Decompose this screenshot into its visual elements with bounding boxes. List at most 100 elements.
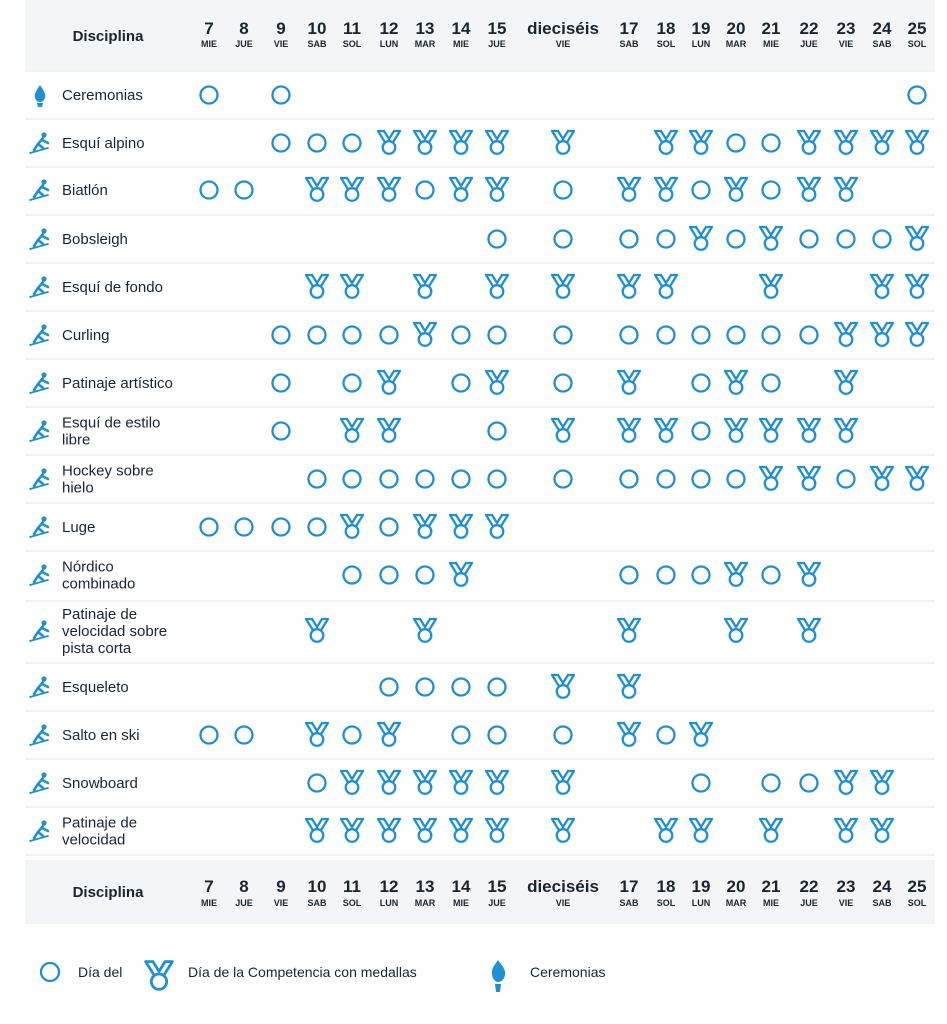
day-weekday: SAB [307, 39, 327, 49]
day-number: 18 [657, 877, 676, 896]
day-number: 8 [239, 877, 248, 896]
competition-day-marker [342, 469, 362, 489]
competition-day-marker [656, 469, 676, 489]
day-number: 19 [692, 19, 711, 38]
discipline-name: Esquí de estilo [62, 415, 160, 432]
medal-day-marker [448, 513, 474, 539]
medal-day-marker [412, 321, 438, 347]
day-column-header: 15 JUE [488, 877, 507, 908]
medal-day-marker [869, 817, 895, 843]
day-number: 22 [800, 877, 819, 896]
medal-day-marker [904, 129, 930, 155]
competition-day-marker [761, 373, 781, 393]
day-weekday: SAB [872, 39, 892, 49]
competition-day-marker [342, 373, 362, 393]
medal-day-marker [653, 176, 679, 202]
day-weekday: VIE [556, 898, 571, 908]
day-weekday: SOL [343, 898, 362, 908]
day-weekday: MIE [763, 898, 779, 908]
competition-day-marker [726, 469, 746, 489]
competition-day-marker [761, 180, 781, 200]
medal-day-marker [616, 721, 642, 747]
medal-day-marker [869, 465, 895, 491]
day-weekday: VIE [274, 39, 289, 49]
medal-day-marker [758, 465, 784, 491]
day-weekday: JUE [235, 898, 253, 908]
header-discipline-label: Disciplina [73, 28, 145, 45]
medal-day-marker [869, 129, 895, 155]
competition-day-marker [691, 180, 711, 200]
medal-day-marker [304, 176, 330, 202]
day-number: 14 [452, 877, 471, 896]
competition-day-marker [656, 565, 676, 585]
medal-day-marker [833, 129, 859, 155]
discipline-name: Salto en ski [62, 727, 140, 744]
medal-day-marker [653, 129, 679, 155]
footer-day-columns: 7 MIE 8 JUE 9 VIE 10 SAB 11 SOL 12 LUN 13 MAR 14 MIE 15 J… [201, 877, 927, 908]
day-number: dieciséis [527, 19, 599, 38]
medal-day-marker [484, 513, 510, 539]
medal-day-marker [616, 617, 642, 643]
discipline-name: Patinaje de [62, 606, 137, 623]
day-column-header: 23 VIE [837, 877, 856, 908]
medal-day-marker [688, 225, 714, 251]
day-number: 9 [276, 877, 285, 896]
day-number: 11 [343, 877, 361, 896]
day-number: 7 [204, 877, 213, 896]
day-column-header: 10 SAB [307, 877, 327, 908]
day-weekday: JUE [800, 39, 818, 49]
day-number: 8 [239, 19, 248, 38]
medal-day-marker [758, 225, 784, 251]
medal-day-marker [688, 817, 714, 843]
competition-day-marker [553, 325, 573, 345]
medal-day-marker [304, 273, 330, 299]
medal-day-marker [412, 513, 438, 539]
medal-day-marker [412, 129, 438, 155]
table-header-bg [25, 0, 935, 70]
medal-day-marker [616, 273, 642, 299]
competition-day-marker [342, 565, 362, 585]
competition-day-marker [451, 325, 471, 345]
discipline-row: Esquí de fondo [29, 273, 930, 299]
competition-day-marker [726, 229, 746, 249]
medal-day-marker [339, 417, 365, 443]
medal-day-marker [833, 369, 859, 395]
day-number: 10 [308, 877, 327, 896]
day-weekday: MAR [415, 898, 436, 908]
day-column-header: 18 SOL [657, 877, 676, 908]
competition-day-marker [487, 469, 507, 489]
competition-day-marker [907, 85, 927, 105]
day-weekday: VIE [839, 39, 854, 49]
competition-day-marker [799, 773, 819, 793]
medal-day-marker [833, 417, 859, 443]
competition-day-marker [307, 133, 327, 153]
competition-day-marker [487, 229, 507, 249]
day-column-header: 11 SOL [343, 877, 362, 908]
discipline-name: Luge [62, 519, 95, 536]
competition-day-marker [451, 725, 471, 745]
competition-day-marker [307, 517, 327, 537]
discipline-row: Curling [29, 321, 930, 347]
discipline-name: Hockey sobre [62, 463, 154, 480]
day-number: 24 [873, 877, 892, 896]
legend: Día del Día de la Competencia con medall… [39, 960, 605, 992]
day-weekday: SOL [343, 39, 362, 49]
day-number: 11 [343, 19, 361, 38]
competition-day-marker [342, 325, 362, 345]
day-number: dieciséis [527, 877, 599, 896]
competition-day-marker [234, 180, 254, 200]
competition-day-marker [271, 373, 291, 393]
discipline-name: Biatlón [62, 182, 108, 199]
medal-day-marker [484, 769, 510, 795]
competition-day-marker [799, 325, 819, 345]
day-weekday: LUN [692, 898, 711, 908]
medal-day-marker [758, 817, 784, 843]
day-column-header: 7 MIE [201, 877, 217, 908]
